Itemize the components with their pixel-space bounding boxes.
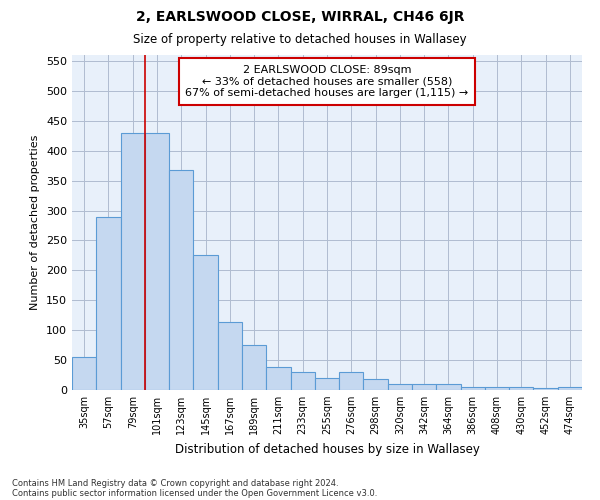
Bar <box>461 387 485 390</box>
Bar <box>388 384 412 390</box>
Bar <box>266 368 290 390</box>
Text: Contains public sector information licensed under the Open Government Licence v3: Contains public sector information licen… <box>12 488 377 498</box>
Bar <box>485 387 509 390</box>
Bar <box>72 357 96 390</box>
Bar <box>412 384 436 390</box>
X-axis label: Distribution of detached houses by size in Wallasey: Distribution of detached houses by size … <box>175 442 479 456</box>
Text: Size of property relative to detached houses in Wallasey: Size of property relative to detached ho… <box>133 32 467 46</box>
Bar <box>558 387 582 390</box>
Bar <box>315 378 339 390</box>
Bar <box>436 384 461 390</box>
Bar <box>218 322 242 390</box>
Y-axis label: Number of detached properties: Number of detached properties <box>31 135 40 310</box>
Text: 2 EARLSWOOD CLOSE: 89sqm
← 33% of detached houses are smaller (558)
67% of semi-: 2 EARLSWOOD CLOSE: 89sqm ← 33% of detach… <box>185 65 469 98</box>
Bar <box>242 344 266 390</box>
Bar <box>145 133 169 390</box>
Bar <box>169 170 193 390</box>
Bar <box>96 216 121 390</box>
Bar <box>290 372 315 390</box>
Bar <box>193 256 218 390</box>
Bar <box>339 372 364 390</box>
Bar <box>364 379 388 390</box>
Text: Contains HM Land Registry data © Crown copyright and database right 2024.: Contains HM Land Registry data © Crown c… <box>12 478 338 488</box>
Bar <box>121 133 145 390</box>
Bar <box>509 387 533 390</box>
Bar <box>533 388 558 390</box>
Text: 2, EARLSWOOD CLOSE, WIRRAL, CH46 6JR: 2, EARLSWOOD CLOSE, WIRRAL, CH46 6JR <box>136 10 464 24</box>
